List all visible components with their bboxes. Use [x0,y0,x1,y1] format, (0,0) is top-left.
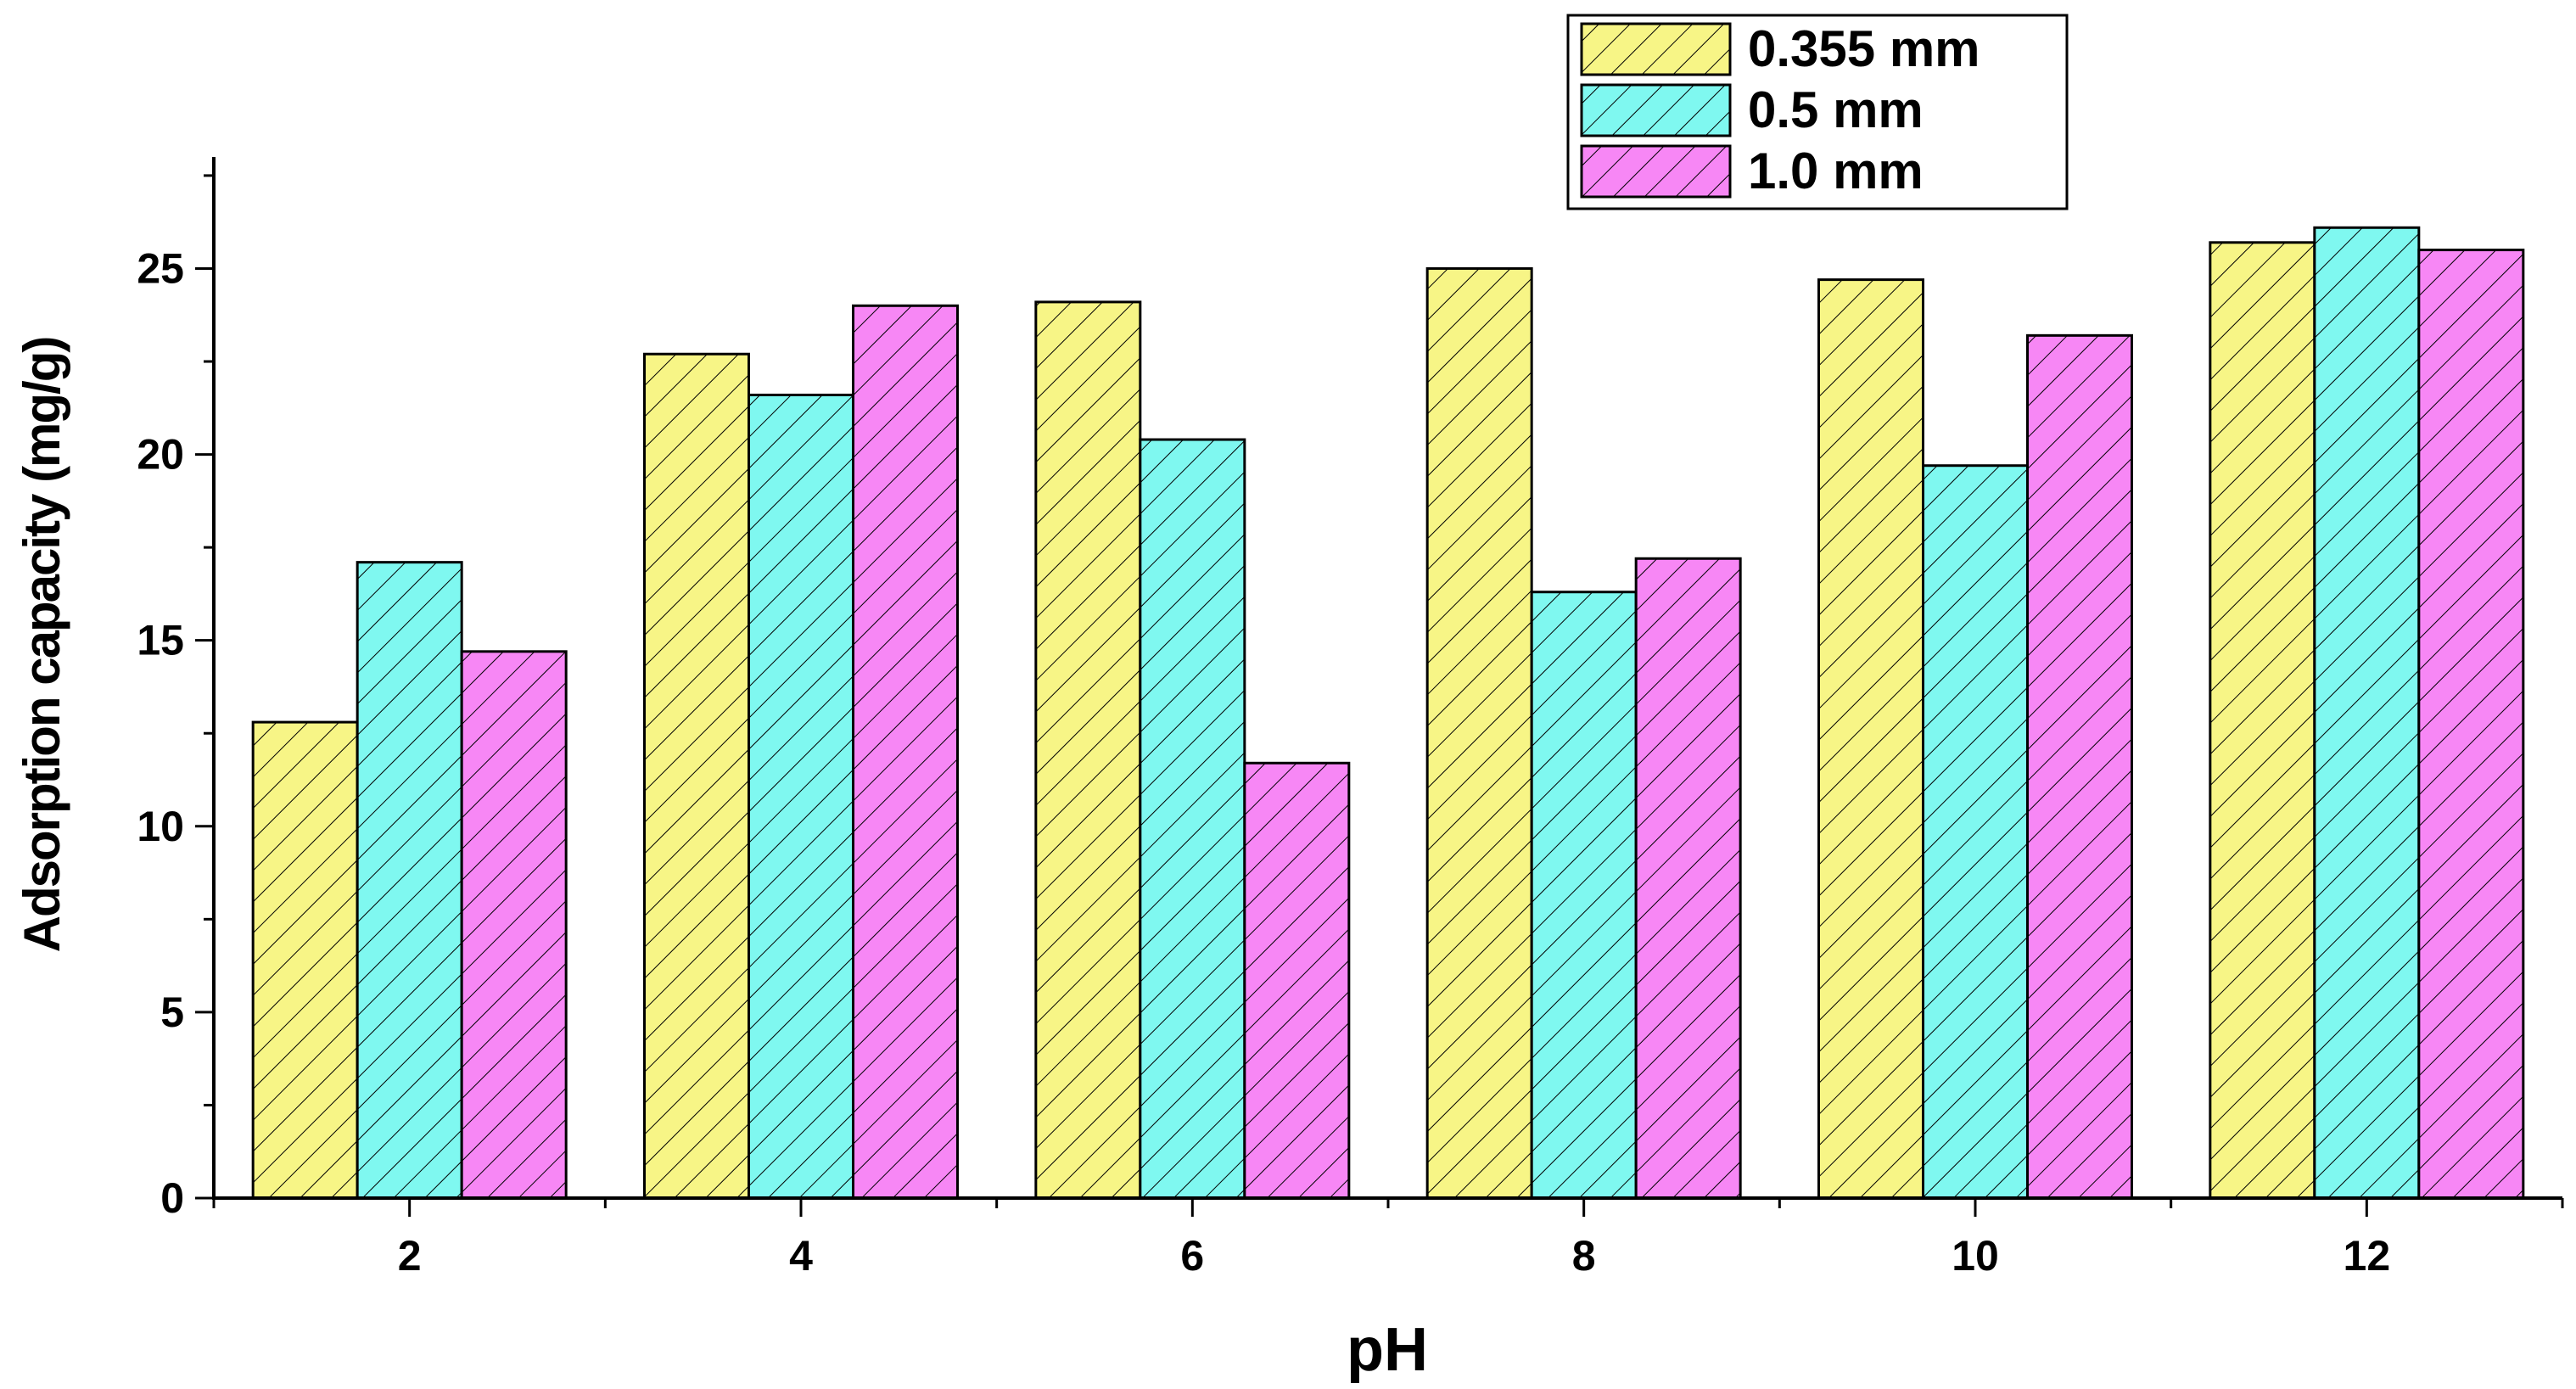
bar-0-355-mm-ph-8 [1425,266,1533,1200]
bar-1-0-mm-ph-4 [852,304,959,1200]
axes: 0 5 10 15 20 25 2 4 6 8 10 12 [137,157,2564,1280]
bar-0-5-mm-ph-12 [2313,226,2421,1200]
x-tick-label: 6 [1180,1232,1204,1280]
y-tick-label: 25 [137,244,184,292]
bar-0-355-mm-ph-2 [251,720,359,1200]
bar-1-0-mm-ph-12 [2417,249,2525,1200]
bar-0-5-mm-ph-8 [1530,591,1638,1200]
bar-1-0-mm-ph-8 [1634,557,1742,1200]
bar-0-355-mm-ph-6 [1034,300,1142,1200]
legend-swatch [1580,22,1732,76]
y-tick-label: 20 [137,431,184,479]
bar-0-5-mm-ph-2 [356,561,463,1200]
legend-swatch [1580,83,1732,137]
x-axis-title: pH [1347,1316,1428,1384]
legend-label: 0.5 mm [1748,81,1924,138]
bar-1-0-mm-ph-10 [2026,333,2133,1200]
legend-label: 1.0 mm [1748,143,1924,199]
bar-1-0-mm-ph-6 [1243,761,1351,1200]
legend-label: 0.355 mm [1748,20,1980,77]
bar-0-5-mm-ph-4 [748,393,854,1200]
y-tick-label: 0 [160,1174,184,1222]
y-axis-title: Adsorption capacity (mg/g) [14,338,70,953]
bar-group [251,226,2525,1200]
bar-0-5-mm-ph-6 [1139,438,1246,1200]
bar-0-5-mm-ph-10 [1922,464,2029,1200]
y-tick-label: 10 [137,803,184,850]
x-tick-label: 8 [1572,1232,1596,1280]
bar-0-355-mm-ph-12 [2209,241,2316,1200]
bar-0-355-mm-ph-4 [643,352,750,1200]
x-tick-label: 12 [2344,1232,2391,1280]
y-tick-label: 15 [137,617,184,664]
bar-0-355-mm-ph-10 [1817,278,1924,1200]
x-tick-label: 10 [1952,1232,1999,1280]
x-tick-label: 2 [398,1232,422,1280]
bar-1-0-mm-ph-2 [460,650,568,1200]
x-tick-label: 4 [789,1232,813,1280]
y-tick-label: 5 [160,989,184,1036]
legend: 0.355 mm0.5 mm1.0 mm [1566,14,2069,210]
legend-swatch [1580,144,1732,199]
